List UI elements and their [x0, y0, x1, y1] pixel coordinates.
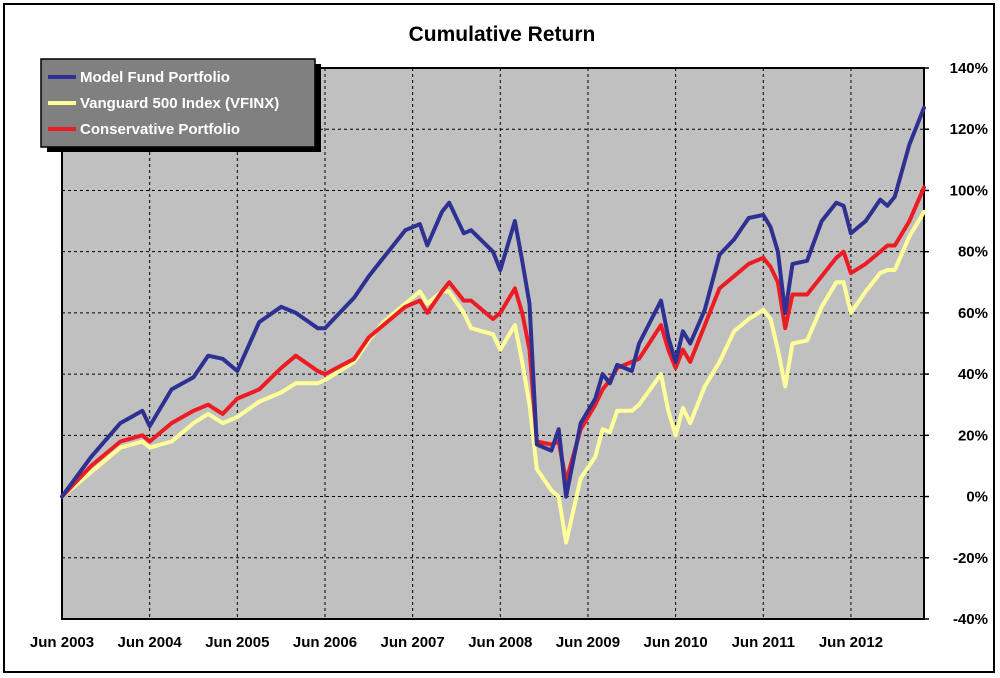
series-line-model-fund-portfolio	[60, 105, 926, 499]
y-tick-label: 60%	[958, 305, 988, 322]
y-tick-label: -20%	[953, 550, 988, 567]
series-line-vanguard-500-index-vfinx	[60, 209, 926, 545]
legend-label-vanguard-500-index-vfinx: Vanguard 500 Index (VFINX)	[80, 95, 279, 112]
plot-area	[61, 67, 925, 620]
y-tick-label: 140%	[950, 60, 988, 77]
x-tick-label: Jun 2010	[644, 634, 708, 651]
y-tick-label: 80%	[958, 244, 988, 261]
x-tick-label: Jun 2012	[819, 634, 883, 651]
y-tick-label: 20%	[958, 427, 988, 444]
x-tick-label: Jun 2005	[205, 634, 269, 651]
chart-title: Cumulative Return	[409, 23, 596, 46]
grid-lines	[61, 67, 929, 620]
x-tick-label: Jun 2011	[732, 634, 795, 651]
y-tick-label: -40%	[953, 611, 988, 628]
x-tick-label: Jun 2006	[293, 634, 357, 651]
legend-label-conservative-portfolio: Conservative Portfolio	[80, 121, 240, 138]
legend-label-model-fund-portfolio: Model Fund Portfolio	[80, 69, 230, 86]
chart-canvas: Cumulative Return -40% -20% 0% 20% 40% 60% 80%…	[30, 23, 988, 651]
y-tick-label: 0%	[966, 489, 988, 506]
x-tick-label: Jun 2008	[468, 634, 532, 651]
y-tick-label: 40%	[958, 366, 988, 383]
legend: Model Fund Portfolio Vanguard 500 Index (…	[40, 58, 321, 152]
x-tick-label: Jun 2003	[30, 634, 94, 651]
y-tick-label: 120%	[950, 121, 988, 138]
chart-frame: Cumulative Return -40% -20% 0% 20% 40% 60% 80%…	[3, 3, 995, 673]
y-tick-label: 100%	[950, 182, 988, 199]
series-lines	[60, 105, 926, 545]
y-axis-tick-labels: -40% -20% 0% 20% 40% 60% 80% 100% 120% 140%	[950, 60, 988, 628]
x-tick-label: Jun 2009	[556, 634, 620, 651]
x-tick-label: Jun 2004	[118, 634, 183, 651]
legend-box	[40, 58, 316, 148]
x-axis-tick-labels: Jun 2003 Jun 2004 Jun 2005 Jun 2006 Jun 2007…	[30, 634, 883, 651]
x-tick-label: Jun 2007	[381, 634, 445, 651]
